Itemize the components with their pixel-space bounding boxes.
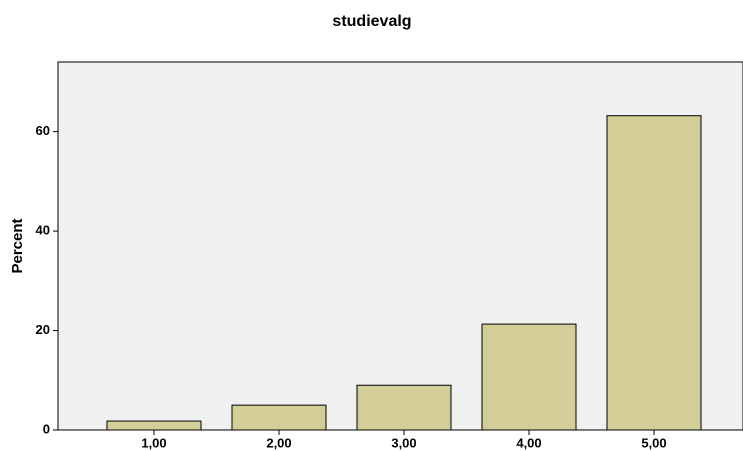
y-tick-label: 40 [36, 223, 50, 238]
y-axis-label: Percent [9, 218, 26, 273]
x-tick-label: 2,00 [266, 435, 291, 450]
bar [106, 420, 202, 431]
chart-title: studievalg [332, 13, 411, 30]
y-tick-label: 20 [36, 322, 50, 337]
y-tick-label: 60 [36, 123, 50, 138]
bar [481, 323, 577, 431]
bar [231, 404, 327, 431]
bar [606, 115, 702, 431]
x-tick-label: 5,00 [641, 435, 666, 450]
bar [356, 384, 452, 431]
y-tick-label: 0 [43, 421, 50, 436]
x-tick-label: 3,00 [391, 435, 416, 450]
x-tick-label: 4,00 [516, 435, 541, 450]
x-tick-label: 1,00 [141, 435, 166, 450]
